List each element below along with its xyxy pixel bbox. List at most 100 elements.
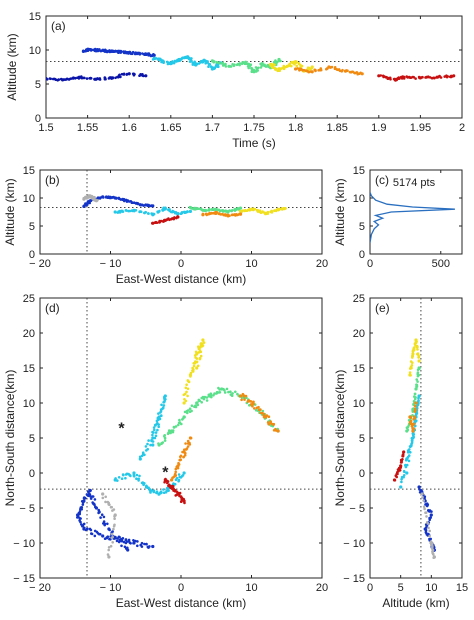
source-point: [428, 518, 432, 521]
source-point: [253, 207, 257, 211]
y-tick-label: − 10: [13, 538, 35, 550]
source-point: [157, 442, 160, 445]
source-point: [431, 552, 435, 556]
panel-1: [39, 169, 323, 255]
source-point: [283, 66, 286, 69]
source-point: [82, 49, 85, 53]
source-point: [410, 444, 413, 447]
source-point: [379, 74, 383, 77]
source-point: [189, 371, 193, 375]
source-point: [414, 401, 418, 405]
source-point: [166, 60, 169, 64]
source-point: [159, 490, 163, 494]
source-point: [427, 526, 430, 530]
source-point: [106, 522, 109, 526]
source-point: [353, 71, 356, 75]
y-axis-label: North-South distance(km): [333, 370, 347, 507]
source-point: [117, 540, 121, 544]
source-point: [111, 509, 114, 512]
source-point: [422, 505, 426, 509]
source-point: [199, 342, 203, 345]
source-point: [244, 62, 248, 66]
source-point: [140, 541, 144, 545]
source-point: [85, 195, 88, 199]
source-point: [234, 390, 237, 394]
source-point: [157, 210, 161, 213]
source-point: [224, 214, 227, 217]
source-point: [148, 545, 151, 548]
source-point: [153, 436, 157, 440]
y-tick-label: 5: [29, 433, 35, 445]
source-point: [185, 56, 189, 60]
source-point: [135, 473, 139, 477]
source-point: [192, 364, 196, 368]
source-point: [395, 475, 399, 479]
source-point: [424, 76, 427, 79]
x-tick-label: 0: [178, 582, 184, 594]
source-point: [417, 399, 420, 402]
source-point: [155, 422, 158, 426]
source-point: [79, 507, 82, 511]
source-point: [127, 472, 130, 476]
source-point: [415, 340, 418, 343]
source-point: [212, 61, 216, 64]
panel-label: (b): [45, 173, 60, 187]
source-point: [276, 429, 280, 433]
source-point: [426, 522, 430, 525]
source-point: [246, 399, 250, 403]
source-point: [139, 73, 143, 77]
source-point: [122, 72, 126, 76]
source-point: [146, 212, 150, 215]
source-point: [112, 527, 115, 531]
source-point: [163, 480, 166, 484]
source-point: [293, 61, 297, 65]
source-point: [414, 404, 417, 408]
source-point: [207, 63, 211, 66]
source-point: [417, 359, 421, 363]
panel-label: (d): [45, 301, 60, 315]
source-point: [171, 484, 175, 488]
source-point: [183, 454, 187, 457]
source-point: [184, 442, 187, 445]
panel-0: [45, 15, 463, 119]
source-point: [185, 390, 188, 394]
source-point: [220, 62, 223, 65]
source-point: [421, 496, 424, 499]
source-point: [197, 399, 201, 402]
source-point: [173, 216, 176, 219]
source-point: [409, 451, 412, 454]
source-point: [162, 488, 165, 491]
source-point: [105, 195, 108, 198]
source-point: [110, 505, 113, 509]
source-point: [136, 540, 139, 543]
x-tick-label: 1.65: [160, 122, 181, 134]
source-point: [423, 495, 427, 499]
source-point: [162, 404, 166, 407]
source-point: [307, 66, 311, 70]
source-point: [417, 486, 421, 489]
source-point: [176, 212, 180, 215]
source-point: [188, 436, 192, 440]
source-point: [412, 422, 416, 426]
x-tick-label: − 20: [29, 258, 51, 270]
source-point: [138, 457, 142, 461]
source-point: [182, 471, 186, 475]
source-point: [152, 431, 155, 434]
x-tick-label: 1.7: [205, 122, 220, 134]
x-tick-label: 1.85: [326, 122, 347, 134]
source-point: [120, 544, 123, 548]
x-axis-label: Altitude (km): [382, 596, 449, 610]
source-point: [344, 70, 348, 73]
source-point: [277, 57, 281, 62]
source-point: [402, 474, 406, 477]
source-point: [119, 539, 123, 542]
source-point: [409, 76, 413, 79]
source-point: [179, 476, 183, 479]
source-point: [134, 209, 138, 212]
data-layer: [82, 194, 287, 225]
source-point: [125, 540, 129, 543]
source-point: [430, 510, 433, 513]
source-point: [143, 453, 146, 457]
y-tick-label: 5: [29, 221, 35, 233]
source-point: [113, 514, 116, 518]
